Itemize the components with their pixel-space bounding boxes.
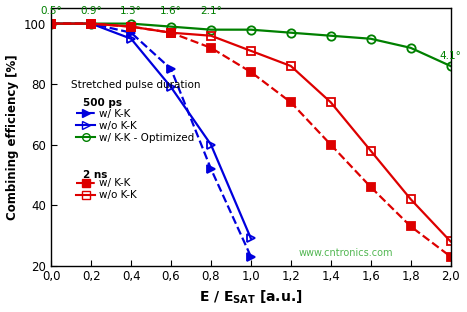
X-axis label: E / E$_{\mathregular{SAT}}$ [a.u.]: E / E$_{\mathregular{SAT}}$ [a.u.]	[199, 289, 303, 306]
Text: 0.5°: 0.5°	[40, 6, 62, 16]
Legend: w/ K-K, w/o K-K: w/ K-K, w/o K-K	[77, 178, 137, 200]
Text: 4.1°: 4.1°	[439, 51, 461, 61]
Text: 2.1°: 2.1°	[200, 6, 222, 16]
Text: Stretched pulse duration: Stretched pulse duration	[71, 80, 201, 90]
Text: 1.6°: 1.6°	[160, 6, 182, 16]
Text: www.cntronics.com: www.cntronics.com	[299, 248, 393, 258]
Y-axis label: Combining efficiency [%]: Combining efficiency [%]	[6, 54, 19, 220]
Text: 0.9°: 0.9°	[80, 6, 102, 16]
Text: 1.3°: 1.3°	[120, 6, 142, 16]
Text: 500 ps: 500 ps	[83, 99, 122, 109]
Text: 2 ns: 2 ns	[83, 170, 107, 180]
